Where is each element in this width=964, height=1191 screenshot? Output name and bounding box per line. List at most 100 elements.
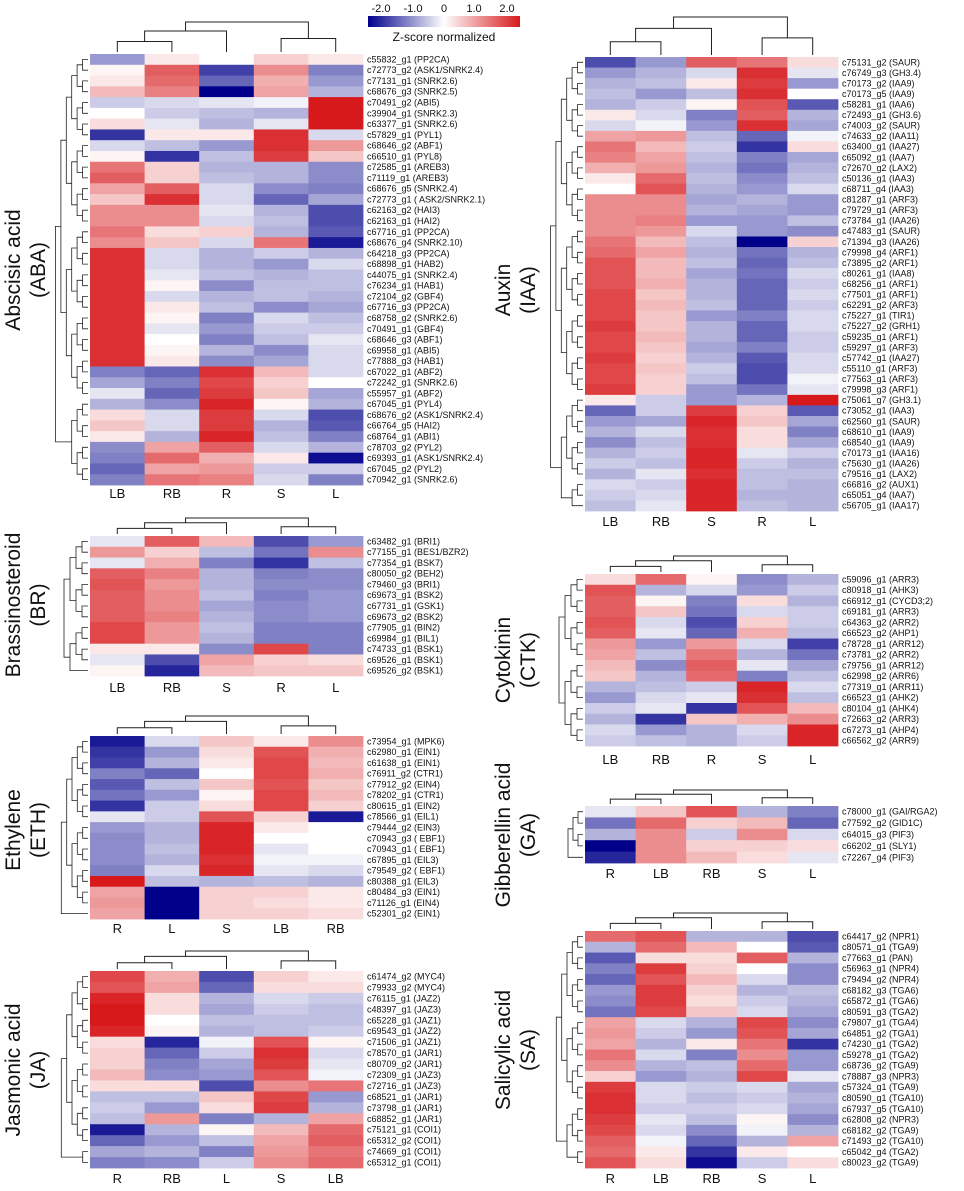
gene-label: c69393_g1 (ASK1/SNRK2.4) [367,453,483,463]
heat-cell [585,649,636,661]
heat-cell [585,320,636,332]
heat-cell [585,638,636,650]
gene-label: c79807_g1 (TGA4) [842,1018,919,1028]
heat-cell [144,1058,200,1070]
column-label: L [809,514,816,529]
heat-cell [90,1003,145,1016]
heat-cell [635,342,687,354]
heat-cell [308,1102,364,1114]
heat-cell [199,1047,255,1059]
heat-cell [686,489,738,501]
heat-cell [144,811,200,823]
heat-cell [253,366,309,378]
gene-label: c65042_g4 (TGA2) [842,1147,919,1157]
heat-cell [736,310,788,322]
heat-cell [585,735,636,747]
heat-cell [585,1146,636,1158]
heat-cell [736,1071,788,1083]
heat-cell [144,897,200,909]
heat-cell [253,409,309,421]
heat-cell [585,468,636,480]
heat-cell [736,1081,788,1093]
heat-cell [686,1135,738,1147]
heat-cell [144,204,200,217]
heat-cell [635,1049,687,1061]
column-label: L [809,752,816,767]
heat-cell [253,388,309,400]
heat-cell [736,320,788,332]
gene-label: c71119_g1 (AREB3) [367,173,448,183]
heat-cell [308,546,364,558]
heat-cell [199,75,255,87]
row-dendrogram [55,59,88,480]
heat-cell [787,681,839,693]
heat-cell [144,366,200,378]
gene-label: c79444_g2 (EIN3) [367,823,440,833]
heat-cell [585,1071,636,1083]
heat-cell [635,289,687,301]
column-label: L [332,680,339,695]
heat-cell [686,974,738,986]
heat-cell [308,441,364,454]
heat-cell [736,681,788,693]
heat-cell [90,420,145,432]
heat-cell [686,363,738,375]
heat-cell [736,183,788,195]
panel-title-line1: Cytokinin [492,617,515,703]
heat-cell [736,78,788,90]
heat-cell [635,225,687,237]
heat-cell [585,99,636,111]
heat-cell [253,1080,309,1092]
panel-title-line1: Auxin [492,264,515,317]
gene-label: c77563_g1 (ARF3) [842,374,918,384]
heat-cell [787,331,839,343]
heat-cell [308,843,364,855]
column-label: R [113,1171,122,1186]
heat-cell [144,546,200,558]
heat-cell [144,865,200,877]
heat-cell [787,1060,839,1072]
heat-cell [686,995,738,1007]
heat-cell [686,352,738,364]
heat-cell [686,828,738,841]
legend-title: Z-score normalized [393,30,496,44]
heat-cell [736,840,788,852]
heat-cell [144,832,200,845]
gene-label: c80388_g1 (EIL3) [367,876,439,886]
heat-cell [585,703,636,715]
heat-cell [585,194,636,206]
heat-cell [144,579,200,591]
heat-cell [585,828,636,841]
heat-cell [736,458,788,470]
heat-cell [635,713,687,725]
heat-cell [199,441,255,454]
heat-cell [686,373,738,385]
heat-cell [635,500,687,512]
heat-cell [736,268,788,280]
heat-cell [635,299,687,311]
heat-cell [144,779,200,791]
heat-cell [736,88,788,100]
heat-cell [144,118,200,130]
heat-cell [686,99,738,111]
heat-cell [686,1146,738,1158]
gene-label: c62808_g2 (NPR3) [842,1115,919,1125]
heat-cell [686,952,738,964]
heat-cell [308,97,364,109]
heat-cell [199,811,255,823]
heat-cell [635,703,687,715]
gene-label: c64851_g2 (TGA1) [842,1028,919,1038]
heat-cell [199,897,255,909]
heat-cell [199,546,255,558]
gene-label: c68676_g2 (ASK1/SNRK2.4) [367,410,483,420]
heat-cell [199,409,255,421]
heat-cell [90,441,145,454]
heat-cell [308,204,364,217]
heat-cell [199,388,255,400]
heat-cell [635,1114,687,1126]
heat-cell [308,568,364,580]
heat-cell [787,595,839,607]
heat-cell [635,595,687,607]
heat-cell [736,995,788,1007]
heat-cell [308,981,364,994]
